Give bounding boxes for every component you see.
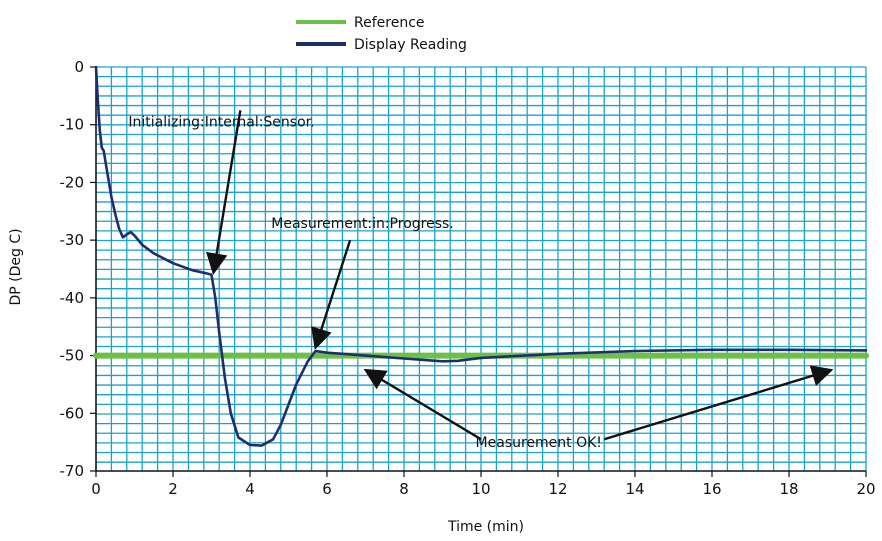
annotation-arrow — [206, 110, 242, 275]
x-tick-label: 6 — [322, 480, 332, 498]
x-tick-label: 18 — [779, 480, 798, 498]
x-tick-label: 12 — [548, 480, 567, 498]
x-tick-label: 10 — [471, 480, 490, 498]
y-tick-label: -60 — [60, 404, 85, 422]
y-tick-label: -40 — [60, 289, 85, 307]
annotation-arrow — [603, 365, 834, 441]
y-axis-label: DP (Deg C) — [8, 228, 24, 305]
x-tick-label: 14 — [625, 480, 644, 498]
x-tick-label: 2 — [168, 480, 178, 498]
annotations: Initializing:Internal:Sensor. Measurement… — [128, 110, 834, 451]
y-tick-label: -30 — [60, 231, 85, 249]
y-tick-label: -70 — [60, 462, 85, 480]
x-tick-label: 4 — [245, 480, 255, 498]
x-axis-label: Time (min) — [447, 519, 524, 535]
annotation-arrow — [311, 239, 352, 350]
y-tick-label: -20 — [60, 173, 85, 191]
axes: 0 2 4 6 8 10 12 14 16 18 20 0 -10 -20 -30 -40 -50 -60 -70 T… — [8, 58, 876, 535]
x-tick-label: 20 — [856, 480, 875, 498]
legend-label: Reference — [354, 15, 425, 31]
x-tick-label: 16 — [702, 480, 721, 498]
annotation-label: Measurement OK! — [476, 435, 602, 451]
annotation-arrow — [363, 368, 482, 441]
legend: Reference Display Reading — [296, 15, 467, 53]
y-tick-label: -50 — [60, 347, 85, 365]
series-line-display-reading — [94, 65, 868, 447]
x-tick-label: 0 — [91, 480, 101, 498]
x-tick-label: 8 — [399, 480, 409, 498]
annotation-label: Initializing:Internal:Sensor. — [128, 114, 314, 130]
y-tick-label: -10 — [60, 116, 85, 134]
y-tick-label: 0 — [74, 58, 84, 76]
annotation-label: Measurement:in:Progress. — [271, 216, 454, 232]
series-lines — [93, 65, 869, 447]
legend-label: Display Reading — [354, 37, 467, 53]
